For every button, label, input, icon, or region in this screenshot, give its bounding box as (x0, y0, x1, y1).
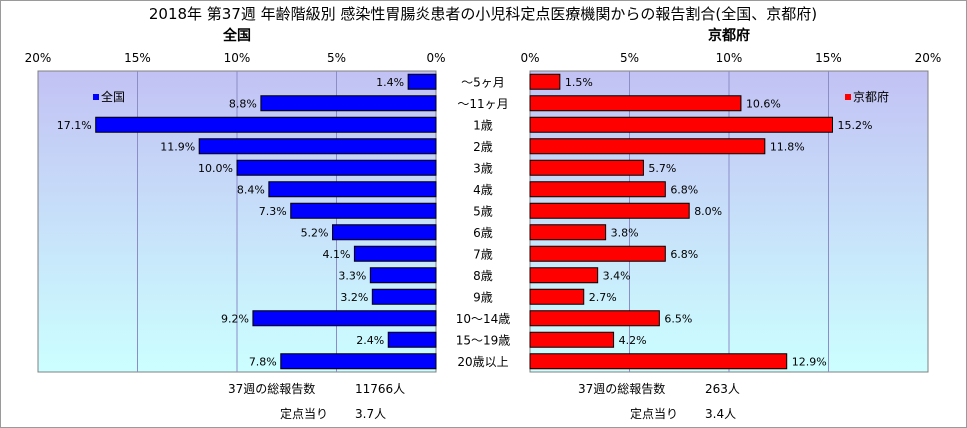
bar-right (529, 267, 599, 284)
bar-right (529, 202, 690, 219)
data-label-left: 3.3% (338, 269, 366, 282)
x-tick-label-left: 0% (426, 51, 445, 65)
bar-right (529, 95, 742, 112)
x-tick-label-left: 5% (327, 51, 346, 65)
bar-right (529, 73, 561, 90)
per-sentinel-label-right: 定点当り (630, 406, 678, 421)
x-tick-label-right: 10% (716, 51, 743, 65)
x-tick-label-right: 15% (815, 51, 842, 65)
per-sentinel-value-left: 3.7人 (355, 407, 386, 421)
data-label-right: 12.9% (792, 355, 827, 368)
category-label: 2歳 (473, 140, 493, 154)
bar-right (529, 245, 666, 262)
bar-right (529, 138, 766, 155)
data-label-right: 8.0% (694, 205, 722, 218)
data-label-right: 3.8% (611, 226, 639, 239)
bar-left (95, 116, 437, 133)
category-label: 6歳 (473, 226, 493, 240)
data-label-right: 15.2% (837, 119, 872, 132)
category-label: 5歳 (473, 204, 493, 218)
category-label: 10～14歳 (456, 312, 511, 326)
bar-left (268, 181, 437, 198)
data-label-left: 7.3% (259, 205, 287, 218)
data-label-left: 4.1% (322, 248, 350, 261)
category-label: ～11ヶ月 (457, 97, 508, 111)
bar-left (260, 95, 437, 112)
data-label-right: 6.8% (670, 183, 698, 196)
category-label: 7歳 (473, 247, 493, 261)
data-label-left: 3.2% (340, 291, 368, 304)
data-label-left: 8.4% (237, 183, 265, 196)
bar-left (387, 331, 437, 348)
category-label: 9歳 (473, 290, 493, 304)
panel-title-left: 全国 (222, 27, 251, 44)
category-label: 15～19歳 (456, 333, 511, 347)
category-label: 3歳 (473, 161, 493, 175)
bar-right (529, 181, 666, 198)
category-label: 20歳以上 (457, 355, 508, 369)
x-tick-label-left: 20% (25, 51, 52, 65)
total-reports-label-left: 37週の総報告数 (228, 381, 315, 396)
legend-label-right: 京都府 (853, 89, 889, 104)
bar-left (198, 138, 437, 155)
bar-left (407, 73, 437, 90)
x-tick-label-right: 5% (620, 51, 639, 65)
bar-left (353, 245, 437, 262)
category-label: 8歳 (473, 269, 493, 283)
legend-label-left: 全国 (101, 89, 125, 104)
data-label-left: 2.4% (356, 334, 384, 347)
data-label-right: 5.7% (648, 162, 676, 175)
data-label-left: 9.2% (221, 312, 249, 325)
x-tick-label-left: 15% (124, 51, 151, 65)
x-tick-label-right: 20% (915, 51, 942, 65)
data-label-right: 4.2% (619, 334, 647, 347)
bar-right (529, 224, 607, 241)
category-label: 1歳 (473, 118, 493, 132)
data-label-right: 6.5% (664, 312, 692, 325)
data-label-left: 17.1% (57, 119, 92, 132)
data-label-left: 10.0% (198, 162, 233, 175)
legend-swatch-right (845, 94, 851, 100)
data-label-right: 2.7% (589, 291, 617, 304)
bar-left (280, 353, 437, 370)
category-label: ～5ヶ月 (461, 75, 505, 89)
bar-left (236, 159, 437, 176)
x-tick-label-right: 0% (520, 51, 539, 65)
bar-left (371, 288, 437, 305)
total-reports-value-right: 263人 (705, 382, 740, 396)
bar-right (529, 310, 660, 327)
chart-title: 2018年 第37週 年齢階級別 感染性胃腸炎患者の小児科定点医療機関からの報告… (149, 5, 817, 23)
per-sentinel-value-right: 3.4人 (705, 407, 736, 421)
data-label-right: 1.5% (565, 76, 593, 89)
data-label-right: 11.8% (770, 140, 805, 153)
data-label-left: 1.4% (376, 76, 404, 89)
data-label-left: 8.8% (229, 97, 257, 110)
data-label-right: 10.6% (746, 97, 781, 110)
bar-left (369, 267, 437, 284)
data-label-right: 6.8% (670, 248, 698, 261)
panel-title-right: 京都府 (708, 27, 750, 44)
total-reports-value-left: 11766人 (355, 382, 405, 396)
bar-left (332, 224, 437, 241)
data-label-left: 7.8% (249, 355, 277, 368)
legend-swatch-left (93, 94, 99, 100)
x-tick-label-left: 10% (224, 51, 251, 65)
bar-right (529, 331, 615, 348)
bar-right (529, 353, 788, 370)
bar-right (529, 116, 833, 133)
bar-left (290, 202, 437, 219)
bar-right (529, 288, 585, 305)
category-label: 4歳 (473, 183, 493, 197)
per-sentinel-label-left: 定点当り (280, 406, 328, 421)
data-label-right: 3.4% (603, 269, 631, 282)
bar-right (529, 159, 644, 176)
total-reports-label-right: 37週の総報告数 (578, 381, 665, 396)
bar-left (252, 310, 437, 327)
data-label-left: 5.2% (301, 226, 329, 239)
data-label-left: 11.9% (160, 140, 195, 153)
